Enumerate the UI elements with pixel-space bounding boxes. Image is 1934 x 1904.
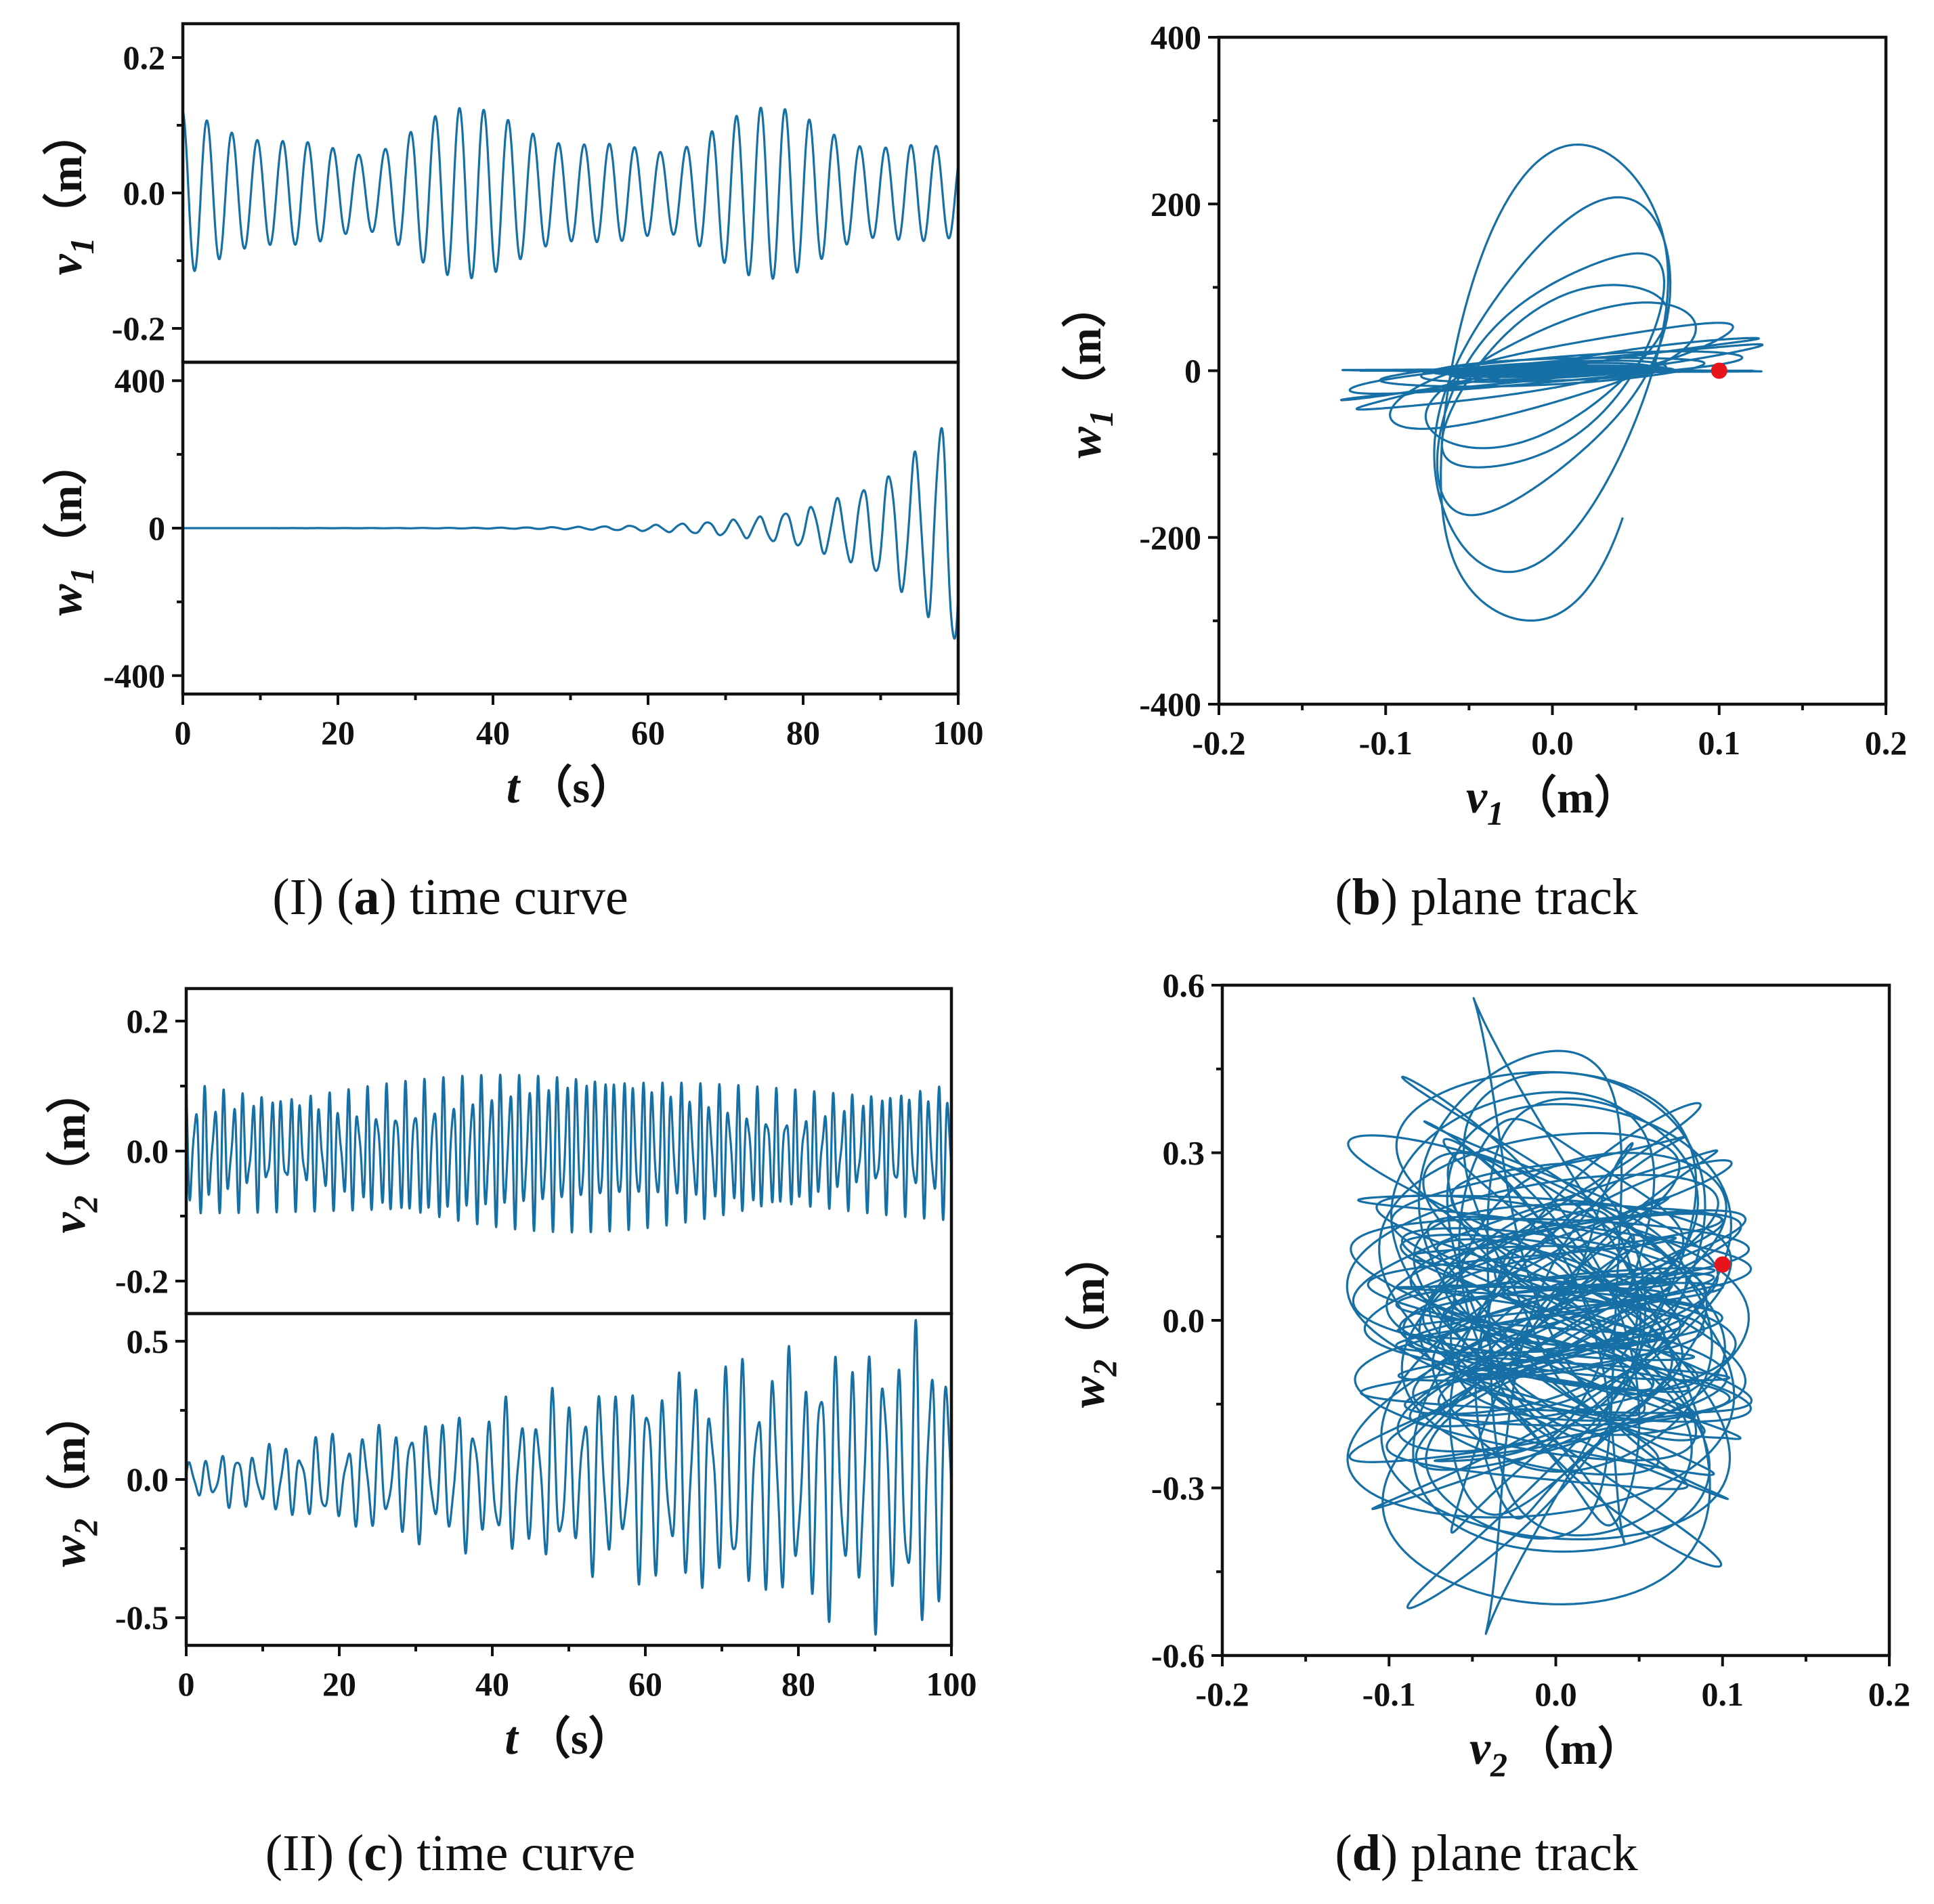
y-axis-label: v1（m） bbox=[40, 110, 101, 275]
y-tick-label: 0.0 bbox=[1163, 1301, 1205, 1339]
x-tick-label: 0.2 bbox=[1865, 724, 1908, 762]
y-tick-label: 0.2 bbox=[123, 39, 166, 77]
caption-d: (d) plane track bbox=[1335, 1825, 1637, 1882]
y-tick-label: -0.5 bbox=[115, 1599, 169, 1637]
x-tick-label: -0.2 bbox=[1195, 1675, 1249, 1713]
y-axis-subscript: 1 bbox=[1082, 410, 1120, 427]
y-axis-symbol: w bbox=[43, 1535, 95, 1567]
phase-trajectory-d bbox=[1346, 997, 1753, 1635]
x-axis-symbol: v bbox=[1469, 1723, 1491, 1775]
x-axis-label: t （s） bbox=[507, 761, 635, 813]
y-tick-label: -400 bbox=[103, 657, 165, 695]
x-axis-label: v1 （m） bbox=[1466, 771, 1639, 832]
caption-c: (II) (c) time curve bbox=[265, 1825, 635, 1882]
x-axis-label: v2 （m） bbox=[1469, 1723, 1642, 1783]
x-tick-label: 80 bbox=[786, 714, 820, 752]
y-tick-label: -200 bbox=[1139, 519, 1201, 557]
start-point-marker bbox=[1711, 362, 1727, 379]
x-tick-label: 0.1 bbox=[1702, 1675, 1744, 1713]
x-axis-subscript: 2 bbox=[1490, 1746, 1507, 1783]
y-axis-unit: （m） bbox=[45, 1392, 95, 1519]
y-tick-label: 0.5 bbox=[127, 1322, 169, 1360]
y-tick-label: -400 bbox=[1139, 685, 1201, 723]
x-tick-label: 40 bbox=[475, 1665, 509, 1703]
y-tick-label: -0.6 bbox=[1151, 1637, 1205, 1674]
y-tick-label: 0 bbox=[148, 509, 165, 547]
y-axis-symbol: w bbox=[1062, 1376, 1115, 1408]
y-tick-label: 400 bbox=[1151, 18, 1201, 56]
y-axis-symbol: v bbox=[40, 254, 92, 276]
y-axis-unit: （m） bbox=[41, 441, 91, 567]
series-line-w2 bbox=[185, 1319, 953, 1636]
x-tick-label: 0.2 bbox=[1868, 1675, 1911, 1713]
y-axis-subscript: 2 bbox=[66, 1195, 104, 1213]
y-axis-subscript: 2 bbox=[1086, 1360, 1123, 1377]
y-tick-label: 0.0 bbox=[127, 1461, 169, 1498]
x-tick-label: 0.1 bbox=[1698, 724, 1741, 762]
y-tick-label: -0.2 bbox=[112, 309, 165, 347]
y-tick-label: 200 bbox=[1151, 185, 1201, 223]
caption-b: (b) plane track bbox=[1335, 869, 1637, 926]
x-tick-label: 20 bbox=[321, 714, 355, 752]
x-axis-unit: （m） bbox=[1512, 773, 1639, 823]
axes-layer bbox=[172, 22, 1891, 1666]
x-axis-subscript: 1 bbox=[1487, 794, 1504, 832]
x-tick-label: -0.1 bbox=[1362, 1675, 1416, 1713]
y-axis-subscript: 1 bbox=[63, 567, 101, 584]
series-line-w1 bbox=[181, 427, 960, 640]
x-tick-label: 0 bbox=[175, 714, 192, 752]
caption-a: (I) (a) time curve bbox=[272, 869, 628, 926]
x-axis-unit: （s） bbox=[526, 1714, 633, 1764]
x-axis-symbol: v bbox=[1466, 771, 1488, 823]
series-line-v2 bbox=[185, 1073, 953, 1234]
x-tick-label: 80 bbox=[781, 1665, 815, 1703]
series-layer bbox=[181, 106, 1764, 1636]
y-axis-label: w2（m） bbox=[43, 1392, 104, 1567]
y-axis-subscript: 2 bbox=[66, 1519, 104, 1536]
y-axis-unit: （m） bbox=[45, 1068, 95, 1195]
y-tick-label: 0.0 bbox=[127, 1132, 169, 1170]
x-tick-label: 40 bbox=[476, 714, 510, 752]
y-axis-unit: （m） bbox=[41, 110, 91, 237]
y-tick-label: -0.2 bbox=[115, 1262, 169, 1300]
x-tick-label: 60 bbox=[631, 714, 665, 752]
x-tick-label: 100 bbox=[933, 714, 984, 752]
y-tick-label: 0.3 bbox=[1163, 1134, 1205, 1172]
start-point-marker bbox=[1714, 1256, 1731, 1273]
y-axis-unit: （m） bbox=[1060, 283, 1111, 410]
x-tick-label: 0.0 bbox=[1534, 1675, 1577, 1713]
x-tick-label: -0.1 bbox=[1359, 724, 1413, 762]
x-tick-label: 0 bbox=[178, 1665, 195, 1703]
y-tick-label: 0.2 bbox=[127, 1002, 169, 1040]
y-axis-label: w1（m） bbox=[40, 441, 101, 616]
x-tick-label: -0.2 bbox=[1192, 724, 1245, 762]
y-tick-label: -0.3 bbox=[1151, 1469, 1205, 1507]
y-axis-label: v2（m） bbox=[43, 1068, 104, 1233]
x-axis-unit: （m） bbox=[1516, 1724, 1642, 1774]
y-axis-label: w1（m） bbox=[1059, 283, 1120, 458]
phase-trajectory-b bbox=[1339, 144, 1764, 622]
y-axis-unit: （m） bbox=[1064, 1233, 1114, 1360]
y-tick-label: 0.0 bbox=[123, 174, 166, 212]
x-tick-label: 60 bbox=[628, 1665, 662, 1703]
x-tick-label: 20 bbox=[322, 1665, 356, 1703]
y-tick-label: 0 bbox=[1184, 352, 1201, 390]
y-axis-symbol: v bbox=[43, 1212, 95, 1234]
y-tick-label: 400 bbox=[114, 362, 165, 399]
y-tick-label: 0.6 bbox=[1163, 966, 1205, 1004]
plot-frame-a_top bbox=[181, 22, 960, 364]
y-axis-subscript: 1 bbox=[63, 237, 101, 254]
x-axis-unit: （s） bbox=[528, 762, 635, 813]
x-tick-label: 0.0 bbox=[1531, 724, 1574, 762]
series-line-v1 bbox=[181, 106, 960, 280]
x-axis-label: t （s） bbox=[504, 1712, 632, 1765]
y-axis-label: w2（m） bbox=[1062, 1233, 1123, 1408]
y-axis-symbol: w bbox=[40, 584, 92, 615]
x-tick-label: 100 bbox=[926, 1665, 977, 1703]
y-axis-symbol: w bbox=[1059, 427, 1111, 458]
x-axis-symbol: t bbox=[507, 761, 521, 813]
x-axis-symbol: t bbox=[504, 1712, 519, 1765]
